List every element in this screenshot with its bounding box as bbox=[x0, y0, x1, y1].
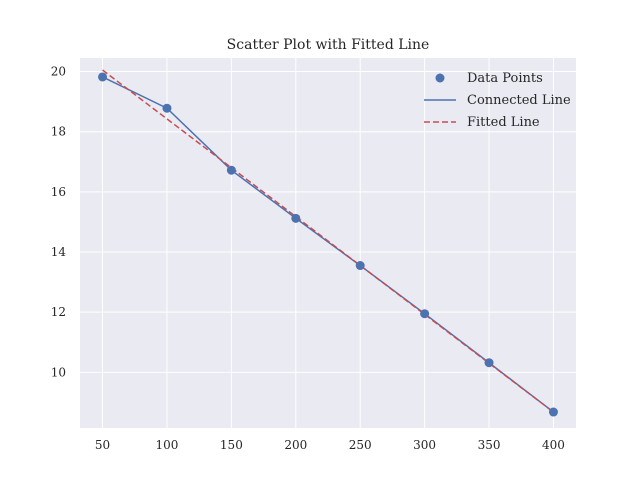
y-tick-label: 18 bbox=[51, 125, 66, 139]
legend-label: Fitted Line bbox=[467, 115, 540, 130]
data-point bbox=[162, 103, 172, 113]
x-tick-label: 250 bbox=[349, 438, 372, 452]
data-point bbox=[420, 309, 430, 319]
data-point bbox=[98, 72, 108, 82]
fitted-line bbox=[102, 69, 554, 413]
x-axis-ticks: 50 100 150 200 250 300 350 400 bbox=[95, 438, 565, 452]
data-point bbox=[226, 165, 236, 175]
legend-marker-data-points bbox=[435, 73, 445, 83]
series-layer bbox=[98, 69, 558, 417]
y-tick-label: 10 bbox=[51, 365, 66, 379]
y-axis-ticks: 10 12 14 16 18 20 bbox=[51, 65, 67, 380]
data-point bbox=[291, 213, 301, 223]
y-tick-label: 12 bbox=[51, 305, 66, 319]
y-tick-label: 14 bbox=[51, 245, 67, 259]
legend: Data Points Connected Line Fitted Line bbox=[424, 71, 571, 130]
data-point bbox=[548, 407, 558, 417]
x-tick-label: 150 bbox=[220, 438, 243, 452]
y-tick-label: 20 bbox=[51, 65, 66, 79]
legend-label: Data Points bbox=[467, 71, 543, 86]
x-tick-label: 350 bbox=[478, 438, 501, 452]
x-tick-label: 100 bbox=[156, 438, 179, 452]
x-tick-label: 300 bbox=[413, 438, 436, 452]
data-point bbox=[484, 358, 494, 368]
x-tick-label: 50 bbox=[95, 438, 110, 452]
legend-label: Connected Line bbox=[467, 93, 571, 108]
y-tick-label: 16 bbox=[51, 185, 66, 199]
x-tick-label: 400 bbox=[542, 438, 565, 452]
data-point bbox=[355, 261, 365, 271]
x-tick-label: 200 bbox=[284, 438, 307, 452]
chart-title: Scatter Plot with Fitted Line bbox=[227, 37, 430, 53]
